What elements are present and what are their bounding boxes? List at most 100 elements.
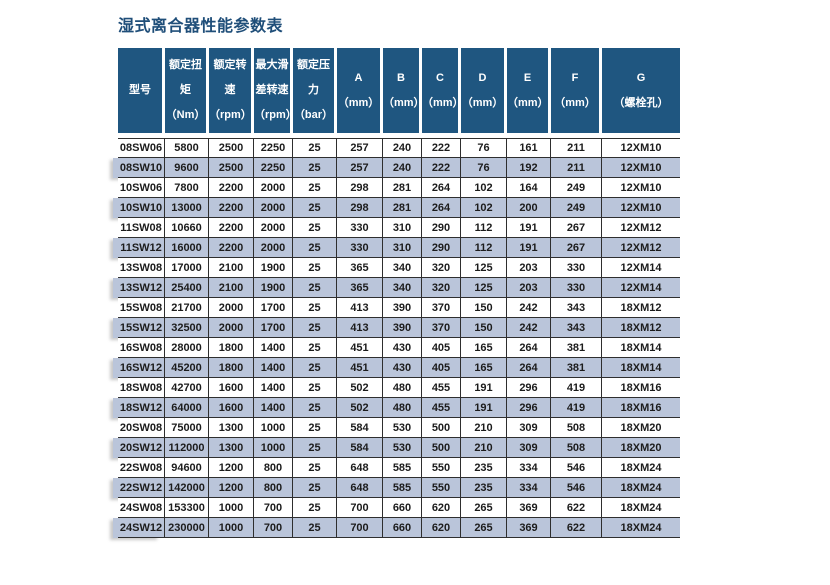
table-cell: 700 <box>254 518 293 538</box>
table-cell: 24SW08 <box>118 498 165 518</box>
table-row: 15SW12 32500 2000 1700 25 413 390 370 150 242 343 1… <box>118 318 680 338</box>
table-row: 16SW12 45200 1800 1400 25 451 430 405 165 264 381 1… <box>118 358 680 378</box>
table-cell: 370 <box>422 318 461 338</box>
table-cell: 334 <box>507 458 551 478</box>
table-cell: 264 <box>507 338 551 358</box>
table-cell: 18XM16 <box>602 378 680 398</box>
table-cell: 340 <box>383 278 422 298</box>
table-cell: 620 <box>422 498 461 518</box>
header-cell: G （螺栓孔） <box>602 48 680 138</box>
table-cell: 1300 <box>209 418 254 438</box>
table-cell: 343 <box>551 318 602 338</box>
table-cell: 211 <box>551 138 602 158</box>
table-cell: 451 <box>337 338 383 358</box>
table-cell: 191 <box>461 378 507 398</box>
table-cell: 2100 <box>209 258 254 278</box>
table-cell: 281 <box>383 198 422 218</box>
table-cell: 25 <box>293 198 337 218</box>
table-row: 10SW10 13000 2200 2000 25 298 281 264 102 200 249 1… <box>118 198 680 218</box>
table-cell: 125 <box>461 278 507 298</box>
table-cell: 390 <box>383 318 422 338</box>
table-cell: 584 <box>337 418 383 438</box>
table-cell: 25 <box>293 478 337 498</box>
table-row: 22SW08 94600 1200 800 25 648 585 550 235 334 546 18… <box>118 458 680 478</box>
table-cell: 500 <box>422 438 461 458</box>
table-cell: 310 <box>383 238 422 258</box>
table-cell: 334 <box>507 478 551 498</box>
table-cell: 413 <box>337 298 383 318</box>
table-cell: 390 <box>383 298 422 318</box>
table-cell: 1700 <box>254 318 293 338</box>
table-cell: 550 <box>422 478 461 498</box>
table-cell: 12XM10 <box>602 138 680 158</box>
table-cell: 620 <box>422 518 461 538</box>
table-cell: 419 <box>551 378 602 398</box>
table-cell: 12XM12 <box>602 238 680 258</box>
header-cell: C （mm） <box>422 48 464 138</box>
table-cell: 12XM10 <box>602 198 680 218</box>
table-cell: 1000 <box>254 438 293 458</box>
table-cell: 08SW06 <box>118 138 165 158</box>
table-cell: 203 <box>507 278 551 298</box>
table-cell: 164 <box>507 178 551 198</box>
table-cell: 22SW08 <box>118 458 165 478</box>
table-cell: 10SW10 <box>118 198 165 218</box>
table-cell: 700 <box>254 498 293 518</box>
table-cell: 25 <box>293 458 337 478</box>
table-cell: 18SW12 <box>118 398 165 418</box>
table-cell: 265 <box>461 518 507 538</box>
table-cell: 240 <box>383 158 422 178</box>
table-cell: 296 <box>507 398 551 418</box>
table-cell: 142000 <box>165 478 209 498</box>
table-cell: 419 <box>551 398 602 418</box>
table-cell: 1200 <box>209 458 254 478</box>
table-cell: 76 <box>461 138 507 158</box>
table-cell: 235 <box>461 478 507 498</box>
table-cell: 192 <box>507 158 551 178</box>
table-cell: 165 <box>461 358 507 378</box>
table-cell: 18XM24 <box>602 478 680 498</box>
table-row: 10SW06 7800 2200 2000 25 298 281 264 102 164 249 12… <box>118 178 680 198</box>
table-cell: 500 <box>422 418 461 438</box>
table-cell: 700 <box>337 498 383 518</box>
table-cell: 405 <box>422 338 461 358</box>
table-cell: 76 <box>461 158 507 178</box>
table-cell: 25 <box>293 418 337 438</box>
table-cell: 200 <box>507 198 551 218</box>
table-cell: 102 <box>461 178 507 198</box>
table-cell: 25 <box>293 438 337 458</box>
table-cell: 365 <box>337 258 383 278</box>
table-cell: 16000 <box>165 238 209 258</box>
table-cell: 25 <box>293 258 337 278</box>
table-cell: 18XM24 <box>602 498 680 518</box>
table-cell: 249 <box>551 198 602 218</box>
table-cell: 112000 <box>165 438 209 458</box>
table-cell: 25400 <box>165 278 209 298</box>
table-cell: 13SW12 <box>118 278 165 298</box>
table-cell: 25 <box>293 238 337 258</box>
table-row: 11SW12 16000 2200 2000 25 330 310 290 112 191 267 1… <box>118 238 680 258</box>
table-cell: 150 <box>461 298 507 318</box>
table-cell: 25 <box>293 398 337 418</box>
table-cell: 10660 <box>165 218 209 238</box>
table-cell: 28000 <box>165 338 209 358</box>
table-cell: 585 <box>383 458 422 478</box>
table-cell: 5800 <box>165 138 209 158</box>
table-cell: 1400 <box>254 338 293 358</box>
page-title: 湿式离合器性能参数表 <box>118 18 284 35</box>
table-cell: 320 <box>422 258 461 278</box>
table-cell: 13SW08 <box>118 258 165 278</box>
table-cell: 1000 <box>209 518 254 538</box>
table-cell: 430 <box>383 338 422 358</box>
header-cell: A （mm） <box>337 48 383 138</box>
header-cell: D （mm） <box>461 48 507 138</box>
table-cell: 430 <box>383 358 422 378</box>
table-cell: 18XM16 <box>602 398 680 418</box>
table-cell: 12XM12 <box>602 218 680 238</box>
table-cell: 2000 <box>254 238 293 258</box>
table-cell: 240 <box>383 138 422 158</box>
table-cell: 530 <box>383 418 422 438</box>
table-row: 24SW08 153300 1000 700 25 700 660 620 265 369 622 1… <box>118 498 680 518</box>
table-cell: 191 <box>507 218 551 238</box>
table-cell: 340 <box>383 258 422 278</box>
